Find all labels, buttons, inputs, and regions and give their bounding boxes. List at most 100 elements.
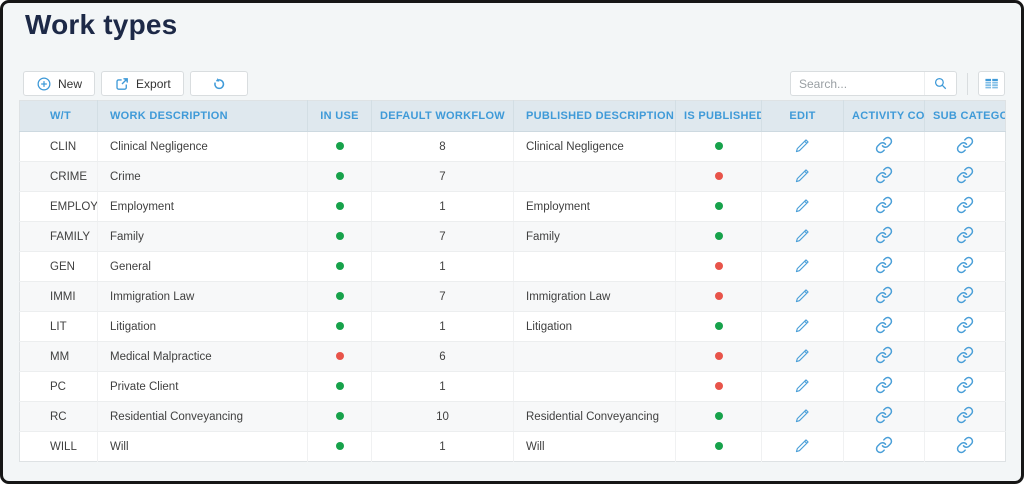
table-row[interactable]: EMPLOY Employment 1 Employment [19, 191, 1006, 222]
edit-button[interactable] [794, 287, 811, 307]
edit-button[interactable] [794, 377, 811, 397]
edit-button[interactable] [794, 197, 811, 217]
sub-category-link-button[interactable] [956, 436, 974, 457]
activity-code-link-button[interactable] [875, 316, 893, 337]
edit-button[interactable] [794, 407, 811, 427]
column-header-wt[interactable]: W/T [19, 100, 98, 132]
activity-code-link-button[interactable] [875, 436, 893, 457]
link-icon [956, 136, 974, 157]
default-workflow: 6 [371, 341, 514, 372]
search-input[interactable] [791, 72, 924, 95]
sub-category-link-button[interactable] [956, 256, 974, 277]
new-button-label: New [58, 76, 83, 91]
activity-code-link-button[interactable] [875, 196, 893, 217]
column-header-edit[interactable]: EDIT [761, 100, 844, 132]
activity-code-link-button[interactable] [875, 286, 893, 307]
sub-category-link-button[interactable] [956, 226, 974, 247]
toolbar: New Export [23, 71, 1005, 96]
link-icon [956, 196, 974, 217]
published-description: Litigation [513, 311, 676, 342]
table-row[interactable]: CLIN Clinical Negligence 8 Clinical Negl… [19, 131, 1006, 162]
table-row[interactable]: FAMILY Family 7 Family [19, 221, 1006, 252]
pencil-icon [794, 197, 811, 217]
sub-category-link-button[interactable] [956, 376, 974, 397]
sub-category-link-button[interactable] [956, 136, 974, 157]
published-description: Clinical Negligence [513, 131, 676, 162]
activity-code-link-button[interactable] [875, 376, 893, 397]
column-header-default-workflow[interactable]: DEFAULT WORKFLOW [371, 100, 514, 132]
work-description: Private Client [97, 371, 308, 402]
work-description: General [97, 251, 308, 282]
search-icon[interactable] [924, 72, 956, 95]
pencil-icon [794, 317, 811, 337]
activity-code-link-button[interactable] [875, 346, 893, 367]
work-description: Immigration Law [97, 281, 308, 312]
default-workflow: 1 [371, 251, 514, 282]
link-icon [956, 256, 974, 277]
column-header-sub-category[interactable]: SUB CATEGORY [924, 100, 1006, 132]
default-workflow: 10 [371, 401, 514, 432]
table-row[interactable]: IMMI Immigration Law 7 Immigration Law [19, 281, 1006, 312]
sub-category-link-button[interactable] [956, 286, 974, 307]
edit-button[interactable] [794, 347, 811, 367]
in-use-indicator [335, 442, 344, 451]
edit-button[interactable] [794, 437, 811, 457]
link-icon [956, 316, 974, 337]
activity-code-link-button[interactable] [875, 226, 893, 247]
wt-code: GEN [19, 251, 98, 282]
wt-code: PC [19, 371, 98, 402]
sub-category-link-button[interactable] [956, 196, 974, 217]
in-use-indicator [335, 292, 344, 301]
edit-button[interactable] [794, 227, 811, 247]
sub-category-link-button[interactable] [956, 316, 974, 337]
edit-button[interactable] [794, 257, 811, 277]
link-icon [875, 226, 893, 247]
activity-code-link-button[interactable] [875, 256, 893, 277]
refresh-button[interactable] [189, 71, 248, 96]
column-header-work-description[interactable]: WORK DESCRIPTION [97, 100, 308, 132]
table-row[interactable]: GEN General 1 [19, 251, 1006, 282]
column-header-published-description[interactable]: PUBLISHED DESCRIPTION [513, 100, 676, 132]
table-row[interactable]: MM Medical Malpractice 6 [19, 341, 1006, 372]
activity-code-link-button[interactable] [875, 136, 893, 157]
column-chooser-button[interactable] [978, 71, 1005, 96]
is-published-indicator [714, 142, 723, 151]
sub-category-link-button[interactable] [956, 406, 974, 427]
column-chooser-icon [984, 77, 999, 91]
edit-button[interactable] [794, 167, 811, 187]
column-header-in-use[interactable]: IN USE [307, 100, 372, 132]
edit-button[interactable] [794, 137, 811, 157]
work-description: Will [97, 431, 308, 462]
default-workflow: 1 [371, 311, 514, 342]
link-icon [875, 166, 893, 187]
work-description: Residential Conveyancing [97, 401, 308, 432]
toolbar-actions: New Export [23, 71, 248, 96]
new-button[interactable]: New [23, 71, 96, 96]
wt-code: CRIME [19, 161, 98, 192]
column-header-is-published[interactable]: IS PUBLISHED [675, 100, 762, 132]
pencil-icon [794, 377, 811, 397]
default-workflow: 1 [371, 191, 514, 222]
table-row[interactable]: RC Residential Conveyancing 10 Residenti… [19, 401, 1006, 432]
table-row[interactable]: WILL Will 1 Will [19, 431, 1006, 462]
export-button[interactable]: Export [101, 71, 184, 96]
wt-code: CLIN [19, 131, 98, 162]
table-row[interactable]: LIT Litigation 1 Litigation [19, 311, 1006, 342]
is-published-indicator [714, 352, 723, 361]
published-description: Family [513, 221, 676, 252]
published-description [513, 341, 676, 372]
link-icon [956, 226, 974, 247]
pencil-icon [794, 257, 811, 277]
table-row[interactable]: CRIME Crime 7 [19, 161, 1006, 192]
table-row[interactable]: PC Private Client 1 [19, 371, 1006, 402]
edit-button[interactable] [794, 317, 811, 337]
sub-category-link-button[interactable] [956, 346, 974, 367]
activity-code-link-button[interactable] [875, 166, 893, 187]
in-use-indicator [335, 412, 344, 421]
activity-code-link-button[interactable] [875, 406, 893, 427]
column-header-activity-code[interactable]: ACTIVITY CODE [843, 100, 925, 132]
sub-category-link-button[interactable] [956, 166, 974, 187]
in-use-indicator [335, 202, 344, 211]
default-workflow: 7 [371, 161, 514, 192]
work-description: Family [97, 221, 308, 252]
